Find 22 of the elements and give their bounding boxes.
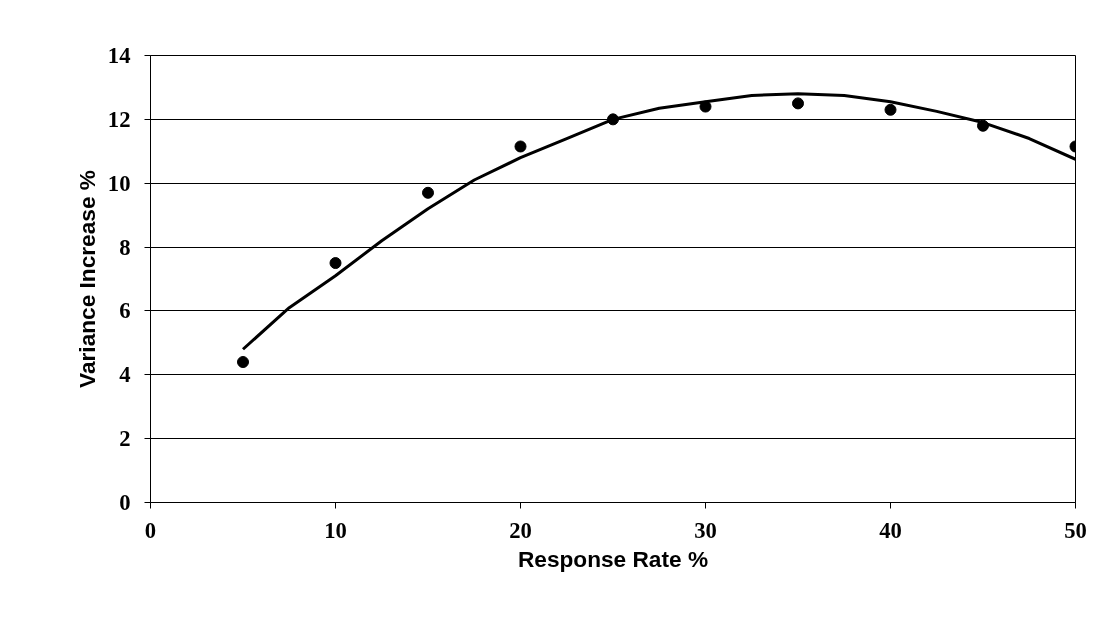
x-tick-label: 40 — [879, 517, 902, 543]
x-tick-label: 10 — [324, 517, 347, 543]
y-tick-label: 8 — [119, 234, 131, 260]
x-tick-label: 20 — [509, 517, 532, 543]
y-tick-label: 14 — [107, 43, 131, 68]
point — [514, 140, 527, 153]
point — [792, 97, 804, 110]
x-tick-label: 0 — [144, 517, 157, 543]
point — [329, 257, 342, 270]
y-tick-label: 0 — [119, 490, 131, 515]
y-tick-label: 6 — [119, 298, 131, 324]
y-axis-title: Variance Increase % — [73, 170, 100, 388]
y-tick-label: 2 — [119, 426, 131, 452]
x-tick-label: 30 — [694, 517, 717, 543]
point — [884, 103, 897, 116]
y-tick-label: 4 — [119, 362, 131, 388]
y-tick-label: 10 — [107, 170, 131, 196]
y-tick-label: 12 — [107, 106, 131, 132]
x-tick-label: 50 — [1064, 517, 1087, 543]
point — [422, 186, 434, 199]
point — [237, 356, 249, 368]
x-axis-title: Response Rate % — [517, 545, 709, 572]
